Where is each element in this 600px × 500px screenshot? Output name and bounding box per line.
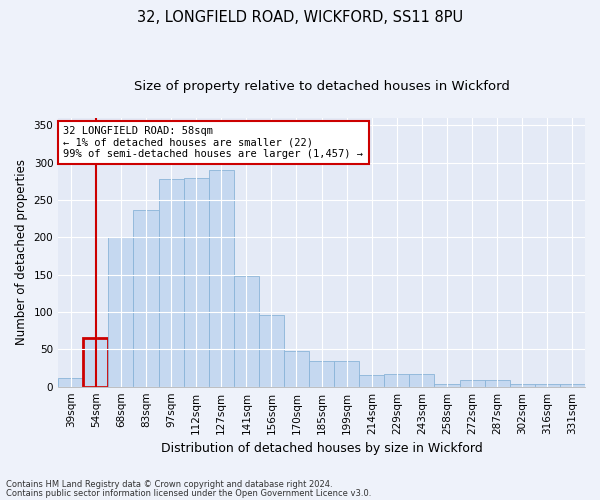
Bar [334,362,359,386]
Bar [460,380,485,386]
Bar [184,178,209,386]
Bar [133,210,158,386]
Bar [58,378,83,386]
Bar [259,315,284,386]
Bar [434,384,460,386]
Title: Size of property relative to detached houses in Wickford: Size of property relative to detached ho… [134,80,509,93]
Bar [209,170,234,386]
Bar [284,351,309,386]
X-axis label: Distribution of detached houses by size in Wickford: Distribution of detached houses by size … [161,442,482,455]
Bar [309,362,334,386]
Bar [234,276,259,386]
Bar [409,374,434,386]
Bar [158,179,184,386]
Y-axis label: Number of detached properties: Number of detached properties [15,159,28,345]
Bar [560,384,585,386]
Bar [535,384,560,386]
Bar [385,374,409,386]
Bar [510,384,535,386]
Bar [359,376,385,386]
Bar [485,380,510,386]
Text: 32, LONGFIELD ROAD, WICKFORD, SS11 8PU: 32, LONGFIELD ROAD, WICKFORD, SS11 8PU [137,10,463,25]
Text: Contains HM Land Registry data © Crown copyright and database right 2024.: Contains HM Land Registry data © Crown c… [6,480,332,489]
Bar [109,238,133,386]
Text: 32 LONGFIELD ROAD: 58sqm
← 1% of detached houses are smaller (22)
99% of semi-de: 32 LONGFIELD ROAD: 58sqm ← 1% of detache… [64,126,364,159]
Text: Contains public sector information licensed under the Open Government Licence v3: Contains public sector information licen… [6,488,371,498]
Bar [83,338,109,386]
